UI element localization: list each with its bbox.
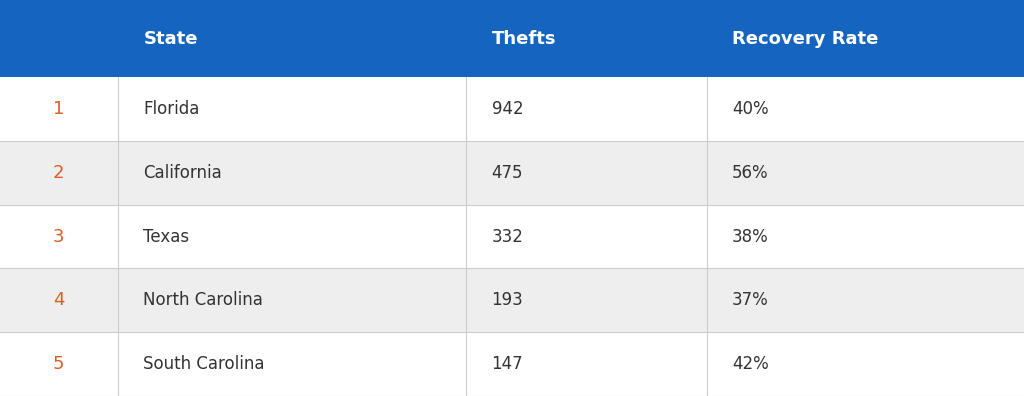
Text: Florida: Florida xyxy=(143,100,200,118)
Bar xyxy=(0,205,1024,268)
Text: 4: 4 xyxy=(52,291,65,309)
Text: 475: 475 xyxy=(492,164,523,182)
Text: 2: 2 xyxy=(52,164,65,182)
Text: 40%: 40% xyxy=(732,100,769,118)
Bar xyxy=(0,0,1024,77)
Text: 38%: 38% xyxy=(732,228,769,246)
Text: State: State xyxy=(143,30,198,48)
Text: 193: 193 xyxy=(492,291,523,309)
Text: South Carolina: South Carolina xyxy=(143,355,265,373)
Bar xyxy=(0,268,1024,332)
Text: 332: 332 xyxy=(492,228,523,246)
Text: 1: 1 xyxy=(52,100,65,118)
Bar xyxy=(0,141,1024,205)
Text: 56%: 56% xyxy=(732,164,769,182)
Text: Recovery Rate: Recovery Rate xyxy=(732,30,879,48)
Text: 42%: 42% xyxy=(732,355,769,373)
Text: 942: 942 xyxy=(492,100,523,118)
Text: California: California xyxy=(143,164,222,182)
Text: Texas: Texas xyxy=(143,228,189,246)
Text: 5: 5 xyxy=(52,355,65,373)
Bar xyxy=(0,77,1024,141)
Text: 37%: 37% xyxy=(732,291,769,309)
Text: North Carolina: North Carolina xyxy=(143,291,263,309)
Bar xyxy=(0,332,1024,396)
Text: 147: 147 xyxy=(492,355,523,373)
Text: 3: 3 xyxy=(52,228,65,246)
Text: Thefts: Thefts xyxy=(492,30,556,48)
